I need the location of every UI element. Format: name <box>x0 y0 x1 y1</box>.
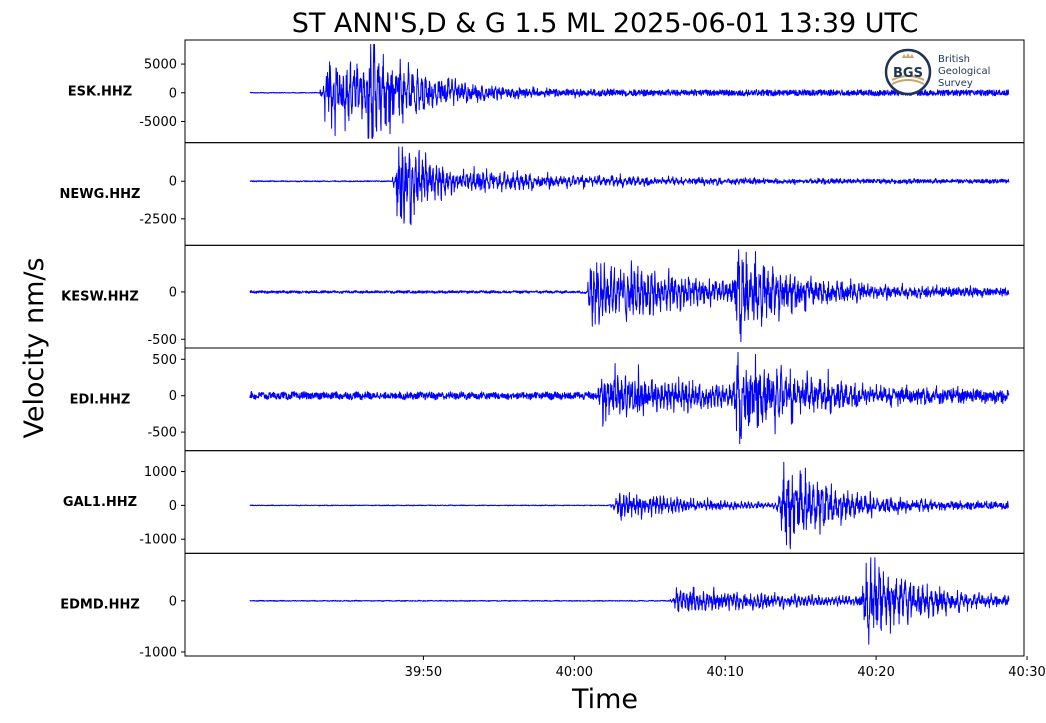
y-tick-label: -2500 <box>139 212 177 227</box>
panel-newg-hhz: NEWG.HHZ 0 -2500 <box>60 142 1025 246</box>
station-label: EDI.HHZ <box>70 392 131 407</box>
y-axis-label: Velocity nm/s <box>19 257 50 438</box>
panel-esk-hhz: ESK.HHZ 5000 0 -5000 <box>68 39 1025 144</box>
trace-newg-hhz <box>249 146 1010 226</box>
y-tick-label: 0 <box>169 594 177 609</box>
bgs-logo-strata-icon <box>891 75 925 81</box>
logo-line-1: British <box>938 54 970 65</box>
x-tick-label: 40:00 <box>556 665 593 680</box>
station-label: ESK.HHZ <box>68 84 132 99</box>
y-tick-label: 0 <box>169 175 177 190</box>
station-label: KESW.HHZ <box>61 290 139 305</box>
crown-icon <box>902 53 914 58</box>
y-tick-label: 0 <box>169 86 177 101</box>
chart-title: ST ANN'S,D & G 1.5 ML 2025-06-01 13:39 U… <box>292 8 919 39</box>
y-tick-label: -1000 <box>139 533 177 548</box>
x-tick-label: 40:10 <box>706 665 743 680</box>
panel-edmd-hhz: EDMD.HHZ 0 -1000 <box>60 552 1025 661</box>
panel-edi-hhz: EDI.HHZ 500 0 -500 <box>70 347 1025 452</box>
y-tick-label: 1000 <box>144 465 177 480</box>
logo-line-3: Survey <box>938 78 973 89</box>
trace-gal1-hhz <box>249 461 1010 550</box>
y-tick-label: 0 <box>169 499 177 514</box>
y-tick-label: -1000 <box>139 646 177 661</box>
y-tick-label: 0 <box>169 389 177 404</box>
panel-gal1-hhz: GAL1.HHZ 1000 0 -1000 <box>63 450 1025 554</box>
logo-line-2: Geological <box>938 66 990 77</box>
trace-edi-hhz <box>249 351 1010 445</box>
panel-kesw-hhz: KESW.HHZ 0 -500 <box>61 244 1025 349</box>
y-tick-label: -5000 <box>139 115 177 130</box>
trace-kesw-hhz <box>249 249 1010 343</box>
bgs-logo-strata-icon-2 <box>891 79 925 85</box>
trace-edmd-hhz <box>249 557 1010 645</box>
panel-frame <box>184 244 1025 349</box>
x-axis-ticks: 39:50 40:00 40:10 40:20 40:30 <box>405 656 1046 680</box>
x-tick-label: 40:20 <box>857 665 894 680</box>
trace-esk-hhz <box>249 44 1010 139</box>
x-tick-label: 40:30 <box>1008 665 1045 680</box>
y-tick-label: 500 <box>152 353 177 368</box>
station-label: GAL1.HHZ <box>63 495 137 510</box>
x-tick-label: 39:50 <box>405 665 442 680</box>
y-tick-label: 0 <box>169 285 177 300</box>
y-tick-label: -500 <box>147 333 177 348</box>
station-label: NEWG.HHZ <box>60 187 141 202</box>
bgs-logo: BGS British Geological Survey <box>884 48 990 96</box>
station-label: EDMD.HHZ <box>60 598 140 613</box>
bgs-logo-mark: BGS <box>893 66 923 81</box>
x-axis-label: Time <box>571 684 638 715</box>
y-tick-label: -500 <box>147 426 177 441</box>
panel-frame <box>184 552 1025 657</box>
bgs-logo-ring-icon <box>884 48 932 96</box>
y-tick-label: 5000 <box>144 58 177 73</box>
panel-frame <box>184 142 1025 246</box>
